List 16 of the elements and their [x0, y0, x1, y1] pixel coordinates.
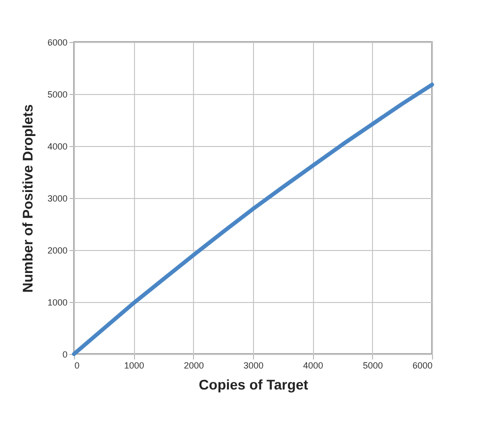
y-tick-label: 1000	[47, 298, 68, 308]
y-tick-label: 2000	[47, 246, 68, 256]
x-tick-label: 4000	[303, 360, 324, 370]
y-tick-label: 3000	[47, 194, 68, 204]
y-tick-label: 0	[62, 350, 68, 360]
x-tick-label: 1000	[124, 360, 144, 370]
x-tick-label: 2000	[184, 360, 204, 370]
y-axis-title: Number of Positive Droplets	[19, 104, 36, 293]
x-tick-label: 6000	[412, 360, 432, 370]
y-tick-label: 4000	[47, 142, 68, 152]
x-axis-title: Copies of Target	[198, 376, 309, 392]
x-tick-label: 3000	[243, 360, 264, 370]
x-tick-label: 5000	[362, 360, 383, 370]
y-tick-label: 5000	[47, 90, 68, 100]
x-tick-label: 0	[74, 360, 80, 370]
y-tick-label: 6000	[47, 38, 68, 48]
